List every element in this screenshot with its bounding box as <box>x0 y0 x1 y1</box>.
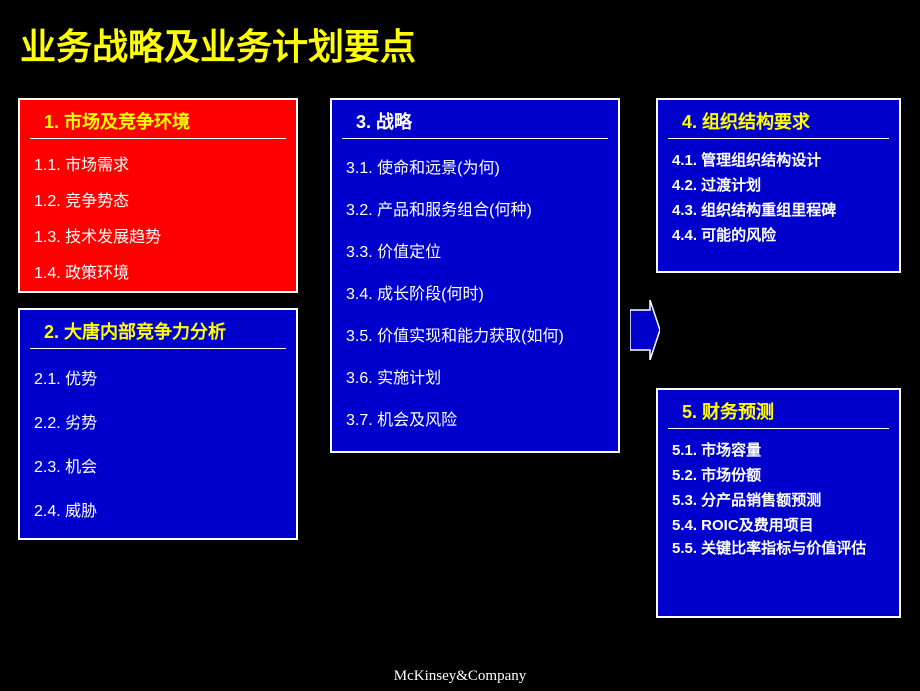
box-market-competition: 1. 市场及竞争环境 1.1. 市场需求 1.2. 竞争势态 1.3. 技术发展… <box>18 98 298 293</box>
list-item: 3.6. 实施计划 <box>346 355 604 397</box>
list-item: 1.3. 技术发展趋势 <box>34 217 282 253</box>
box2-list: 2.1. 优势 2.2. 劣势 2.3. 机会 2.4. 威胁 <box>20 349 296 541</box>
box5-list: 5.1. 市场容量 5.2. 市场份额 5.3. 分产品销售额预测 5.4. R… <box>658 429 899 571</box>
box1-header: 1. 市场及竞争环境 <box>30 100 286 139</box>
list-item: 5.4. ROIC及费用项目 <box>672 512 885 537</box>
page-title: 业务战略及业务计划要点 <box>20 18 416 70</box>
list-item: 5.5. 关键比率指标与价值评估 <box>672 537 885 561</box>
box1-list: 1.1. 市场需求 1.2. 竞争势态 1.3. 技术发展趋势 1.4. 政策环… <box>20 139 296 299</box>
list-item: 1.2. 竞争势态 <box>34 181 282 217</box>
box4-header: 4. 组织结构要求 <box>668 100 889 139</box>
box3-header: 3. 战略 <box>342 100 608 139</box>
list-item: 4.4. 可能的风险 <box>672 222 885 247</box>
list-item: 3.3. 价值定位 <box>346 229 604 271</box>
box5-header: 5. 财务预测 <box>668 390 889 429</box>
list-item: 2.2. 劣势 <box>34 399 282 443</box>
list-item: 5.1. 市场容量 <box>672 437 885 462</box>
box4-list: 4.1. 管理组织结构设计 4.2. 过渡计划 4.3. 组织结构重组里程碑 4… <box>658 139 899 257</box>
list-item: 2.3. 机会 <box>34 443 282 487</box>
box-financial-forecast: 5. 财务预测 5.1. 市场容量 5.2. 市场份额 5.3. 分产品销售额预… <box>656 388 901 618</box>
box2-header: 2. 大唐内部竞争力分析 <box>30 310 286 349</box>
list-item: 2.1. 优势 <box>34 355 282 399</box>
list-item: 2.4. 威胁 <box>34 487 282 531</box>
list-item: 4.3. 组织结构重组里程碑 <box>672 197 885 222</box>
box3-list: 3.1. 使命和远景(为何) 3.2. 产品和服务组合(何种) 3.3. 价值定… <box>332 139 618 449</box>
box-org-structure: 4. 组织结构要求 4.1. 管理组织结构设计 4.2. 过渡计划 4.3. 组… <box>656 98 901 273</box>
list-item: 3.7. 机会及风险 <box>346 397 604 439</box>
footer-company: McKinsey&Company <box>0 668 920 685</box>
list-item: 5.2. 市场份额 <box>672 462 885 487</box>
list-item: 4.1. 管理组织结构设计 <box>672 147 885 172</box>
list-item: 3.4. 成长阶段(何时) <box>346 271 604 313</box>
list-item: 1.4. 政策环境 <box>34 253 282 289</box>
list-item: 3.1. 使命和远景(为何) <box>346 145 604 187</box>
list-item: 3.2. 产品和服务组合(何种) <box>346 187 604 229</box>
box-internal-analysis: 2. 大唐内部竞争力分析 2.1. 优势 2.2. 劣势 2.3. 机会 2.4… <box>18 308 298 540</box>
arrow-connector-icon <box>630 300 660 360</box>
list-item: 4.2. 过渡计划 <box>672 172 885 197</box>
box-strategy: 3. 战略 3.1. 使命和远景(为何) 3.2. 产品和服务组合(何种) 3.… <box>330 98 620 453</box>
list-item: 3.5. 价值实现和能力获取(如何) <box>346 313 604 355</box>
list-item: 5.3. 分产品销售额预测 <box>672 487 885 512</box>
list-item: 1.1. 市场需求 <box>34 145 282 181</box>
